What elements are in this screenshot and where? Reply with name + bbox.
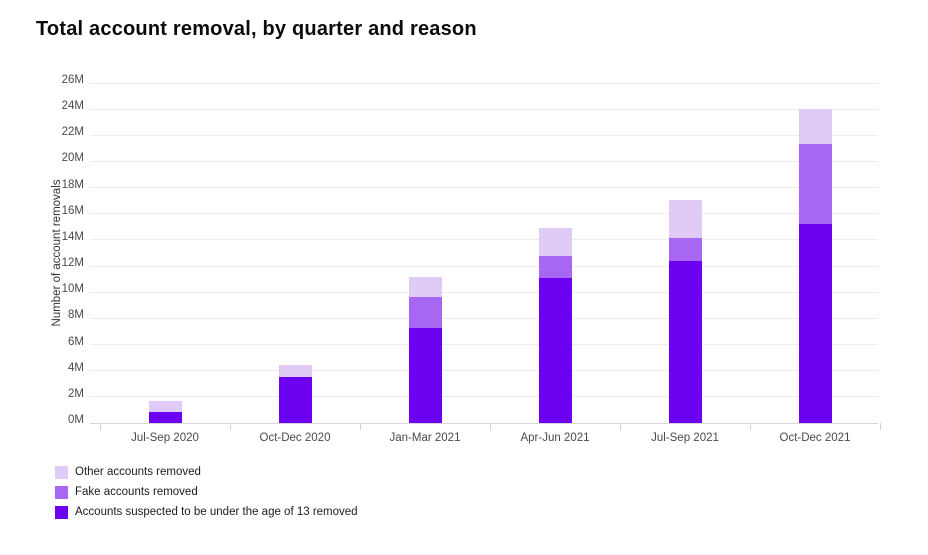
y-tick-label: 14M	[61, 230, 84, 243]
y-tick-label: 6M	[68, 335, 84, 348]
bar-segment	[668, 237, 702, 261]
x-axis-tick	[880, 423, 881, 430]
legend-label: Fake accounts removed	[75, 486, 198, 498]
x-tick-label: Apr-Jun 2021	[520, 432, 590, 444]
y-gridline	[90, 396, 878, 398]
bar-segment	[408, 277, 442, 298]
x-axis-line	[90, 422, 878, 424]
x-tick-label: Oct-Dec 2021	[779, 432, 851, 444]
bar-segment	[538, 228, 572, 256]
y-gridline	[90, 134, 878, 136]
legend-item: Fake accounts removed	[55, 485, 358, 499]
bar-segment	[798, 144, 832, 225]
plot-area: Jul-Sep 2020 Oct-Dec 2020 Jan-Mar 2021 Apr-…	[90, 82, 881, 444]
x-axis-tick	[360, 423, 361, 430]
y-gridline	[90, 370, 878, 372]
legend-label: Accounts suspected to be under the age o…	[75, 506, 358, 518]
bar-segment	[538, 255, 572, 278]
legend-swatch-icon	[55, 485, 68, 499]
y-gridline	[90, 239, 878, 241]
y-gridline	[90, 265, 878, 267]
y-tick-label: 0M	[68, 414, 84, 426]
x-tick-label: Jan-Mar 2021	[389, 432, 461, 444]
legend: Other accounts removed Fake accounts remo…	[55, 465, 358, 525]
y-tick-label: 2M	[68, 387, 84, 400]
y-tick-label: 18M	[61, 178, 84, 191]
y-tick-label: 12M	[61, 257, 84, 270]
y-tick-label: 20M	[61, 152, 84, 165]
y-gridline	[90, 82, 878, 84]
bar-segment	[668, 260, 702, 423]
bar-segment	[798, 224, 832, 423]
bar-segment	[408, 297, 442, 329]
bar-segment	[538, 277, 572, 423]
bar-segment	[148, 401, 182, 412]
y-gridline	[90, 187, 878, 189]
legend-item: Accounts suspected to be under the age o…	[55, 505, 358, 519]
y-gridline	[90, 317, 878, 319]
y-gridline	[90, 344, 878, 346]
x-tick-label: Jul-Sep 2021	[651, 432, 719, 444]
y-axis-tick-labels: 0M 2M 4M 6M 8M 10M 12M 14M 16M 18M 20M 22M 24M 26M	[40, 74, 84, 426]
legend-label: Other accounts removed	[75, 466, 201, 478]
y-tick-label: 10M	[61, 283, 84, 296]
x-axis-tick	[620, 423, 621, 430]
y-gridline	[90, 160, 878, 162]
x-axis-tick	[750, 423, 751, 430]
y-tick-label: 8M	[68, 309, 84, 322]
y-tick-label: 4M	[68, 361, 84, 374]
legend-swatch-icon	[55, 465, 68, 479]
x-axis-tick	[490, 423, 491, 430]
bar-segment	[278, 377, 312, 423]
x-tick-label: Jul-Sep 2020	[131, 432, 199, 444]
bar-segment	[408, 328, 442, 423]
y-gridline	[90, 291, 878, 293]
y-tick-label: 24M	[61, 100, 84, 113]
x-axis-tick	[100, 423, 101, 430]
chart-title: Total account removal, by quarter and re…	[36, 18, 477, 40]
y-tick-label: 26M	[61, 74, 84, 86]
bar-segment	[278, 365, 312, 378]
bar-segment	[148, 411, 182, 423]
y-gridline	[90, 213, 878, 215]
y-gridline	[90, 108, 878, 110]
x-tick-label: Oct-Dec 2020	[259, 432, 331, 444]
bar-segment	[668, 200, 702, 238]
legend-swatch-icon	[55, 505, 68, 519]
y-tick-label: 16M	[61, 204, 84, 217]
legend-item: Other accounts removed	[55, 465, 358, 479]
x-axis-tick	[230, 423, 231, 430]
y-tick-label: 22M	[61, 126, 84, 139]
bar-segment	[798, 109, 832, 145]
